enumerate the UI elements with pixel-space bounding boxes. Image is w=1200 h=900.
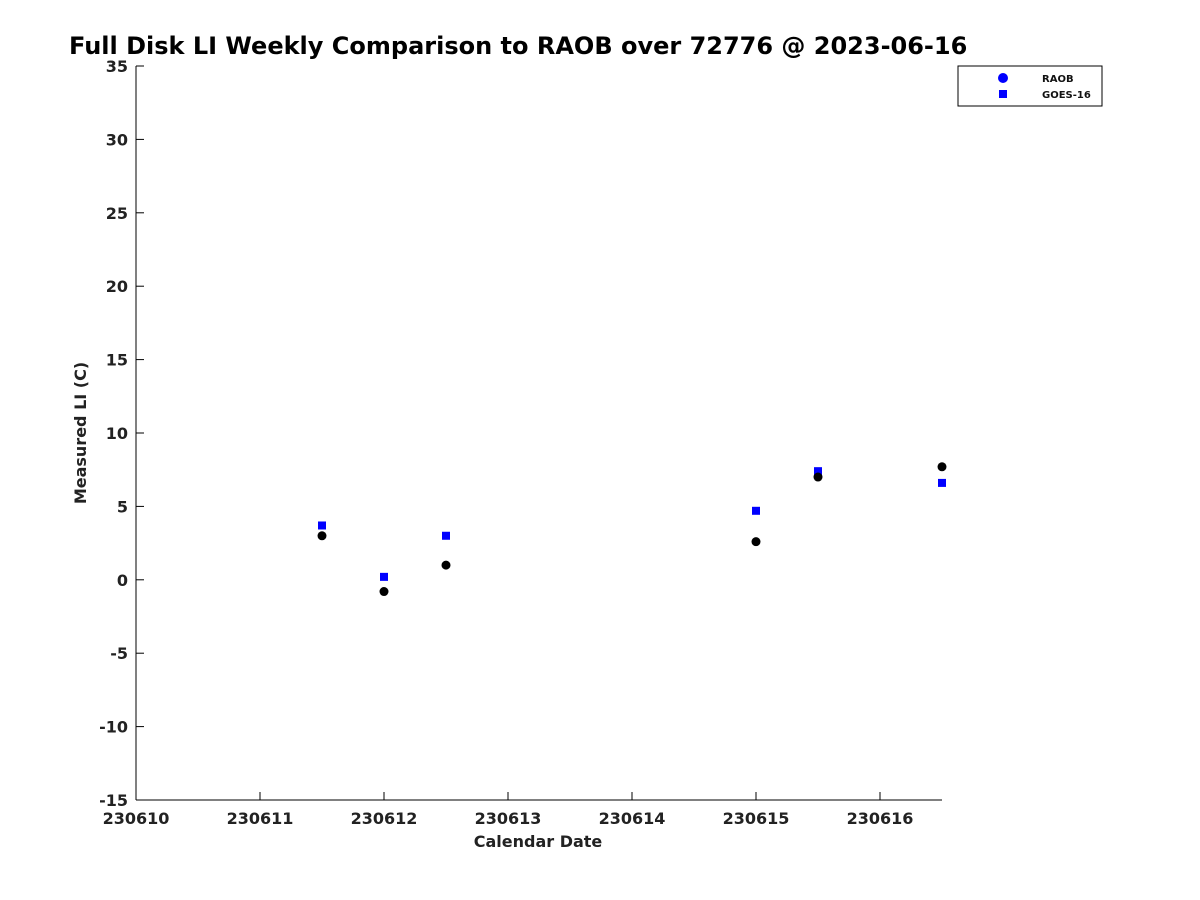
goes16-point xyxy=(442,531,450,540)
y-tick-label: -15 xyxy=(99,791,128,810)
x-tick-label: 230613 xyxy=(475,809,542,828)
data-points xyxy=(317,462,947,597)
x-tick-label: 230611 xyxy=(227,809,294,828)
raob-point xyxy=(813,472,823,482)
x-tick-label: 230615 xyxy=(723,809,790,828)
y-tick-label: 15 xyxy=(106,351,128,370)
raob-point xyxy=(937,462,947,472)
raob-point xyxy=(441,560,451,570)
y-tick-label: -10 xyxy=(99,718,128,737)
chart-title: Full Disk LI Weekly Comparison to RAOB o… xyxy=(69,32,967,60)
goes16-point xyxy=(752,506,760,515)
y-tick-label: 30 xyxy=(106,130,128,149)
raob-point xyxy=(379,587,389,597)
x-axis-label: Calendar Date xyxy=(474,832,603,851)
goes16-point xyxy=(318,521,326,530)
y-tick-label: 5 xyxy=(117,497,128,516)
legend-box xyxy=(957,65,1103,107)
x-tick-label: 230612 xyxy=(351,809,418,828)
goes16-point xyxy=(814,467,822,476)
x-tick-label: 230610 xyxy=(103,809,170,828)
raob-point xyxy=(317,531,327,541)
goes16-point xyxy=(938,478,946,487)
raob-point xyxy=(751,537,761,547)
legend-marker-square xyxy=(999,90,1007,98)
y-ticks: 35 30 25 20 15 10 5 0 -5 -10 -15 xyxy=(99,57,144,810)
y-tick-label: 10 xyxy=(106,424,128,443)
legend-marker-circle xyxy=(998,73,1008,83)
y-tick-label: 35 xyxy=(106,57,128,76)
legend-label: RAOB xyxy=(1042,74,1074,85)
y-tick-label: 25 xyxy=(106,204,128,223)
y-axis-label: Measured LI (C) xyxy=(71,362,90,504)
legend: RAOB GOES-16 xyxy=(957,65,1103,107)
x-tick-label: 230614 xyxy=(599,809,666,828)
x-ticks: 230610 230611 230612 230613 230614 230615 2306… xyxy=(103,792,914,828)
legend-label: GOES-16 xyxy=(1042,90,1091,101)
x-tick-label: 230616 xyxy=(847,809,914,828)
goes16-point xyxy=(380,572,388,581)
y-tick-label: 0 xyxy=(117,571,128,590)
y-tick-label: -5 xyxy=(110,644,128,663)
y-tick-label: 20 xyxy=(106,277,128,296)
